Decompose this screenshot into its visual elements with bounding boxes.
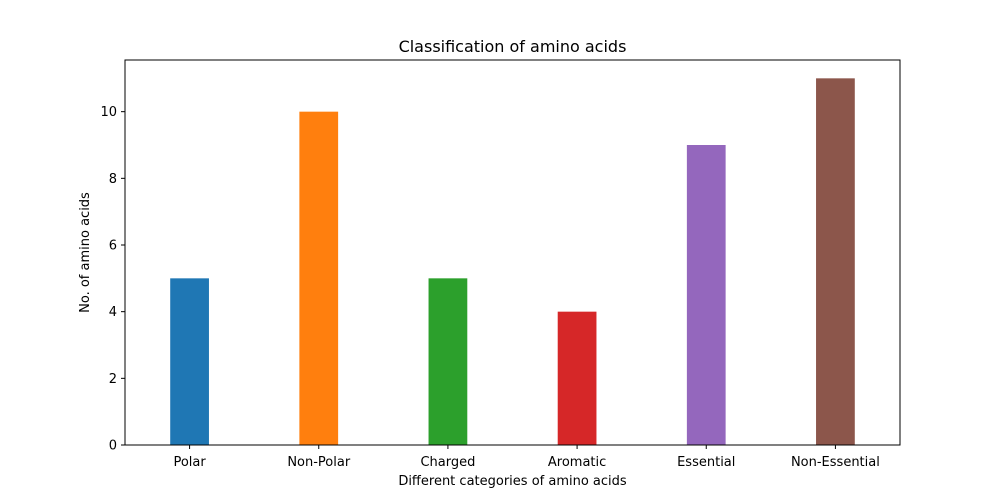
y-tick-label: 0	[109, 439, 117, 454]
x-axis: Polar Non-Polar Charged Aromatic Essential No…	[173, 445, 880, 470]
y-axis: 0 2 4 6 8 10	[100, 105, 125, 454]
x-tick-label: Non-Polar	[287, 455, 351, 470]
y-tick-label: 6	[109, 239, 117, 254]
chart-title: Classification of amino acids	[399, 37, 627, 56]
bar-non-polar	[299, 111, 339, 446]
x-tick-label: Aromatic	[548, 455, 606, 470]
plot-frame	[124, 59, 901, 446]
bar-non-essential	[816, 78, 855, 445]
y-tick-label: 8	[109, 172, 117, 187]
bar-aromatic	[557, 311, 597, 445]
y-tick-label: 2	[109, 372, 117, 387]
x-tick-label: Essential	[677, 455, 735, 470]
y-axis-label: No. of amino acids	[78, 192, 93, 313]
x-axis-label: Different categories of amino acids	[398, 474, 627, 489]
bar-polar	[170, 278, 209, 445]
bars-layer	[170, 78, 855, 446]
y-tick-label: 4	[109, 305, 117, 320]
bar-charged	[428, 278, 468, 445]
x-tick-label: Charged	[420, 455, 475, 470]
x-tick-label: Polar	[173, 455, 206, 470]
bar-essential	[686, 145, 726, 445]
y-tick-label: 10	[100, 105, 117, 120]
x-tick-label: Non-Essential	[791, 455, 880, 470]
